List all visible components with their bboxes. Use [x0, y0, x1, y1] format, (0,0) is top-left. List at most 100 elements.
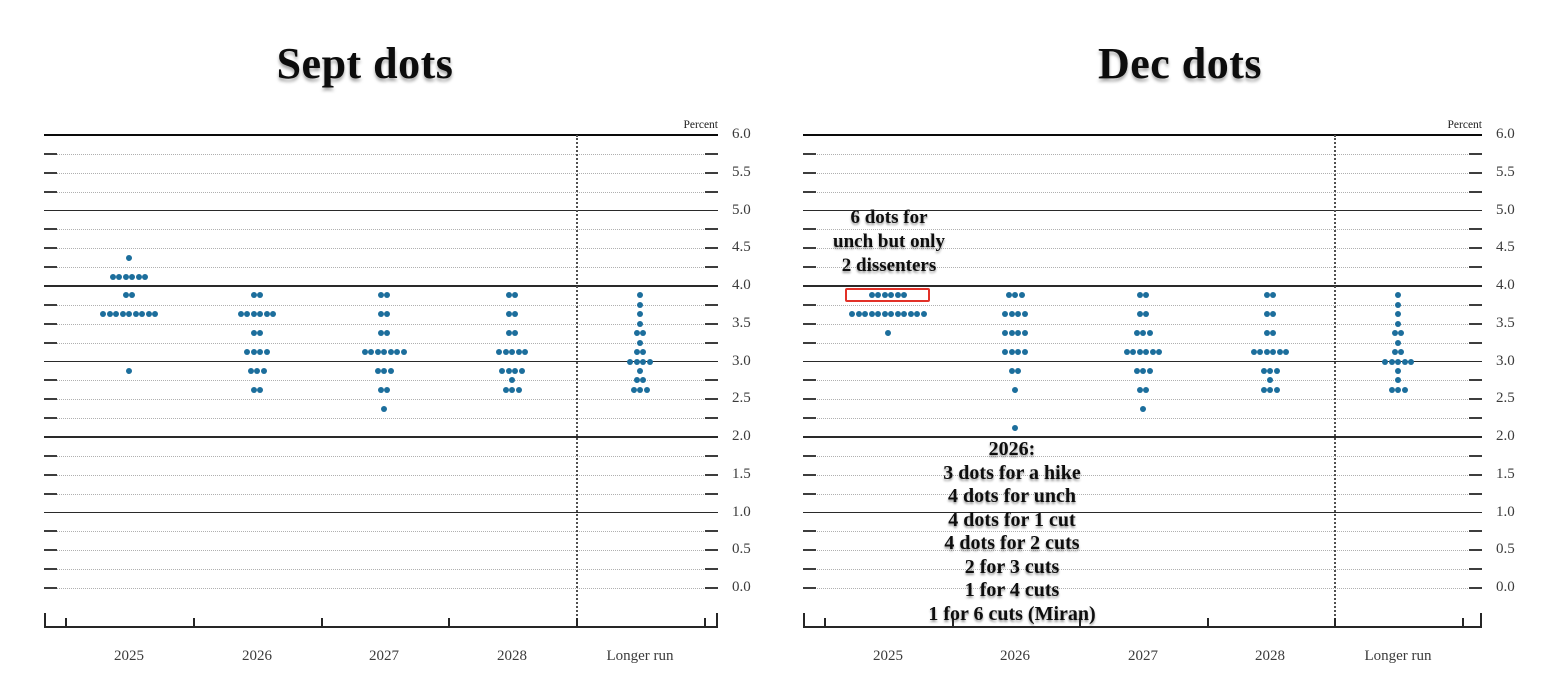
projection-dot	[1260, 367, 1267, 374]
projection-dot	[888, 311, 895, 318]
projection-dot	[885, 330, 891, 337]
x-axis-tick	[65, 618, 67, 627]
grid-tick-right	[1469, 549, 1482, 552]
grid-tick-left	[44, 417, 57, 420]
projection-dot	[1395, 377, 1401, 384]
projection-dot	[1263, 349, 1270, 356]
grid-line	[44, 399, 718, 401]
grid-tick-left	[44, 228, 57, 231]
projection-dot	[1260, 386, 1267, 393]
projection-dot	[640, 358, 647, 365]
projection-dot	[126, 254, 132, 261]
projection-dot	[515, 386, 522, 393]
grid-tick-right	[705, 152, 718, 155]
projection-dot	[1401, 358, 1408, 365]
y-tick-label: 0.0	[732, 579, 751, 595]
projection-dot	[505, 311, 512, 318]
projection-dot	[384, 386, 391, 393]
projection-dot	[1015, 349, 1022, 356]
grid-tick-right	[705, 303, 718, 306]
projection-dot	[630, 386, 637, 393]
grid-tick-left	[803, 171, 816, 174]
projection-dot	[126, 367, 132, 374]
grid-tick-right	[1469, 190, 1482, 193]
grid-line	[44, 323, 718, 325]
projection-dot	[640, 330, 647, 337]
projection-dot	[1143, 311, 1150, 318]
projection-dot	[1008, 367, 1015, 374]
projection-dot	[1273, 367, 1280, 374]
grid-tick-left	[803, 587, 816, 589]
annotation-line: 2026:	[988, 438, 1036, 460]
projection-dot	[888, 292, 895, 299]
x-axis-end-tick	[1480, 613, 1482, 627]
projection-dot	[244, 311, 251, 318]
projection-dot	[260, 367, 267, 374]
projection-dot	[1395, 320, 1401, 327]
chart-title-dec: Dec dots	[1097, 39, 1263, 88]
y-tick-label: 3.5	[732, 314, 751, 331]
projection-dot	[250, 349, 257, 356]
grid-tick-right	[705, 322, 718, 325]
projection-dot	[381, 367, 387, 374]
x-category-label: 2025	[114, 648, 144, 664]
projection-dot	[1391, 349, 1398, 356]
projection-dot	[1408, 358, 1414, 365]
projection-dot	[1018, 292, 1025, 299]
projection-dot	[1008, 330, 1015, 337]
projection-dot	[1133, 330, 1140, 337]
grid-tick-right	[705, 492, 718, 495]
grid-line	[803, 380, 1482, 382]
projection-dot	[1273, 386, 1280, 393]
grid-tick-right	[1469, 398, 1482, 401]
grid-tick-right	[1469, 171, 1482, 174]
projection-dot	[1388, 386, 1395, 393]
grid-line	[803, 474, 1482, 476]
projection-dot	[381, 405, 387, 412]
projection-dot	[1395, 311, 1401, 318]
projection-dot	[106, 311, 113, 318]
y-tick-label: 5.5	[1496, 163, 1515, 180]
grid-tick-left	[44, 473, 57, 476]
projection-dot	[505, 330, 512, 337]
y-tick-label: 4.0	[732, 277, 751, 293]
grid-line	[44, 229, 718, 231]
projection-dot	[387, 367, 394, 374]
projection-dot	[633, 349, 640, 356]
projection-dot	[361, 349, 368, 356]
y-tick-label: 0.5	[732, 541, 751, 558]
grid-tick-left	[803, 398, 816, 401]
grid-line	[44, 304, 718, 306]
x-axis-tick	[1462, 618, 1464, 627]
x-axis-tick	[704, 618, 706, 627]
grid-line	[44, 511, 718, 514]
projection-dot	[1021, 330, 1028, 337]
x-axis-tick	[951, 618, 954, 627]
grid-line	[803, 418, 1482, 420]
projection-dot	[244, 349, 251, 356]
annotation-line: 4 dots for 2 cuts	[944, 532, 1080, 554]
grid-tick-right	[705, 190, 718, 193]
projection-dot	[1146, 330, 1153, 337]
grid-tick-left	[803, 303, 816, 306]
grid-tick-right	[1469, 454, 1482, 457]
y-tick-label: 1.0	[732, 503, 751, 520]
grid-tick-right	[705, 473, 718, 476]
projection-dot	[254, 367, 260, 374]
projection-dot	[384, 292, 391, 299]
y-tick-label: 0.0	[1496, 579, 1515, 595]
y-tick-label: 2.0	[732, 428, 751, 444]
longer-run-separator-line	[1334, 135, 1336, 627]
projection-dot	[633, 330, 640, 337]
projection-dot	[637, 311, 643, 318]
annotation-line: unch but only	[833, 231, 945, 252]
grid-tick-left	[803, 266, 816, 269]
projection-dot	[1263, 311, 1270, 318]
grid-line	[803, 399, 1482, 401]
grid-tick-left	[44, 568, 57, 571]
projection-dot	[119, 311, 126, 318]
projection-dot	[1267, 386, 1273, 393]
annotation-line: 3 dots for a hike	[943, 461, 1081, 484]
annotation-line: 1 for 6 cuts (Miran)	[928, 602, 1096, 625]
projection-dot	[1395, 301, 1401, 308]
